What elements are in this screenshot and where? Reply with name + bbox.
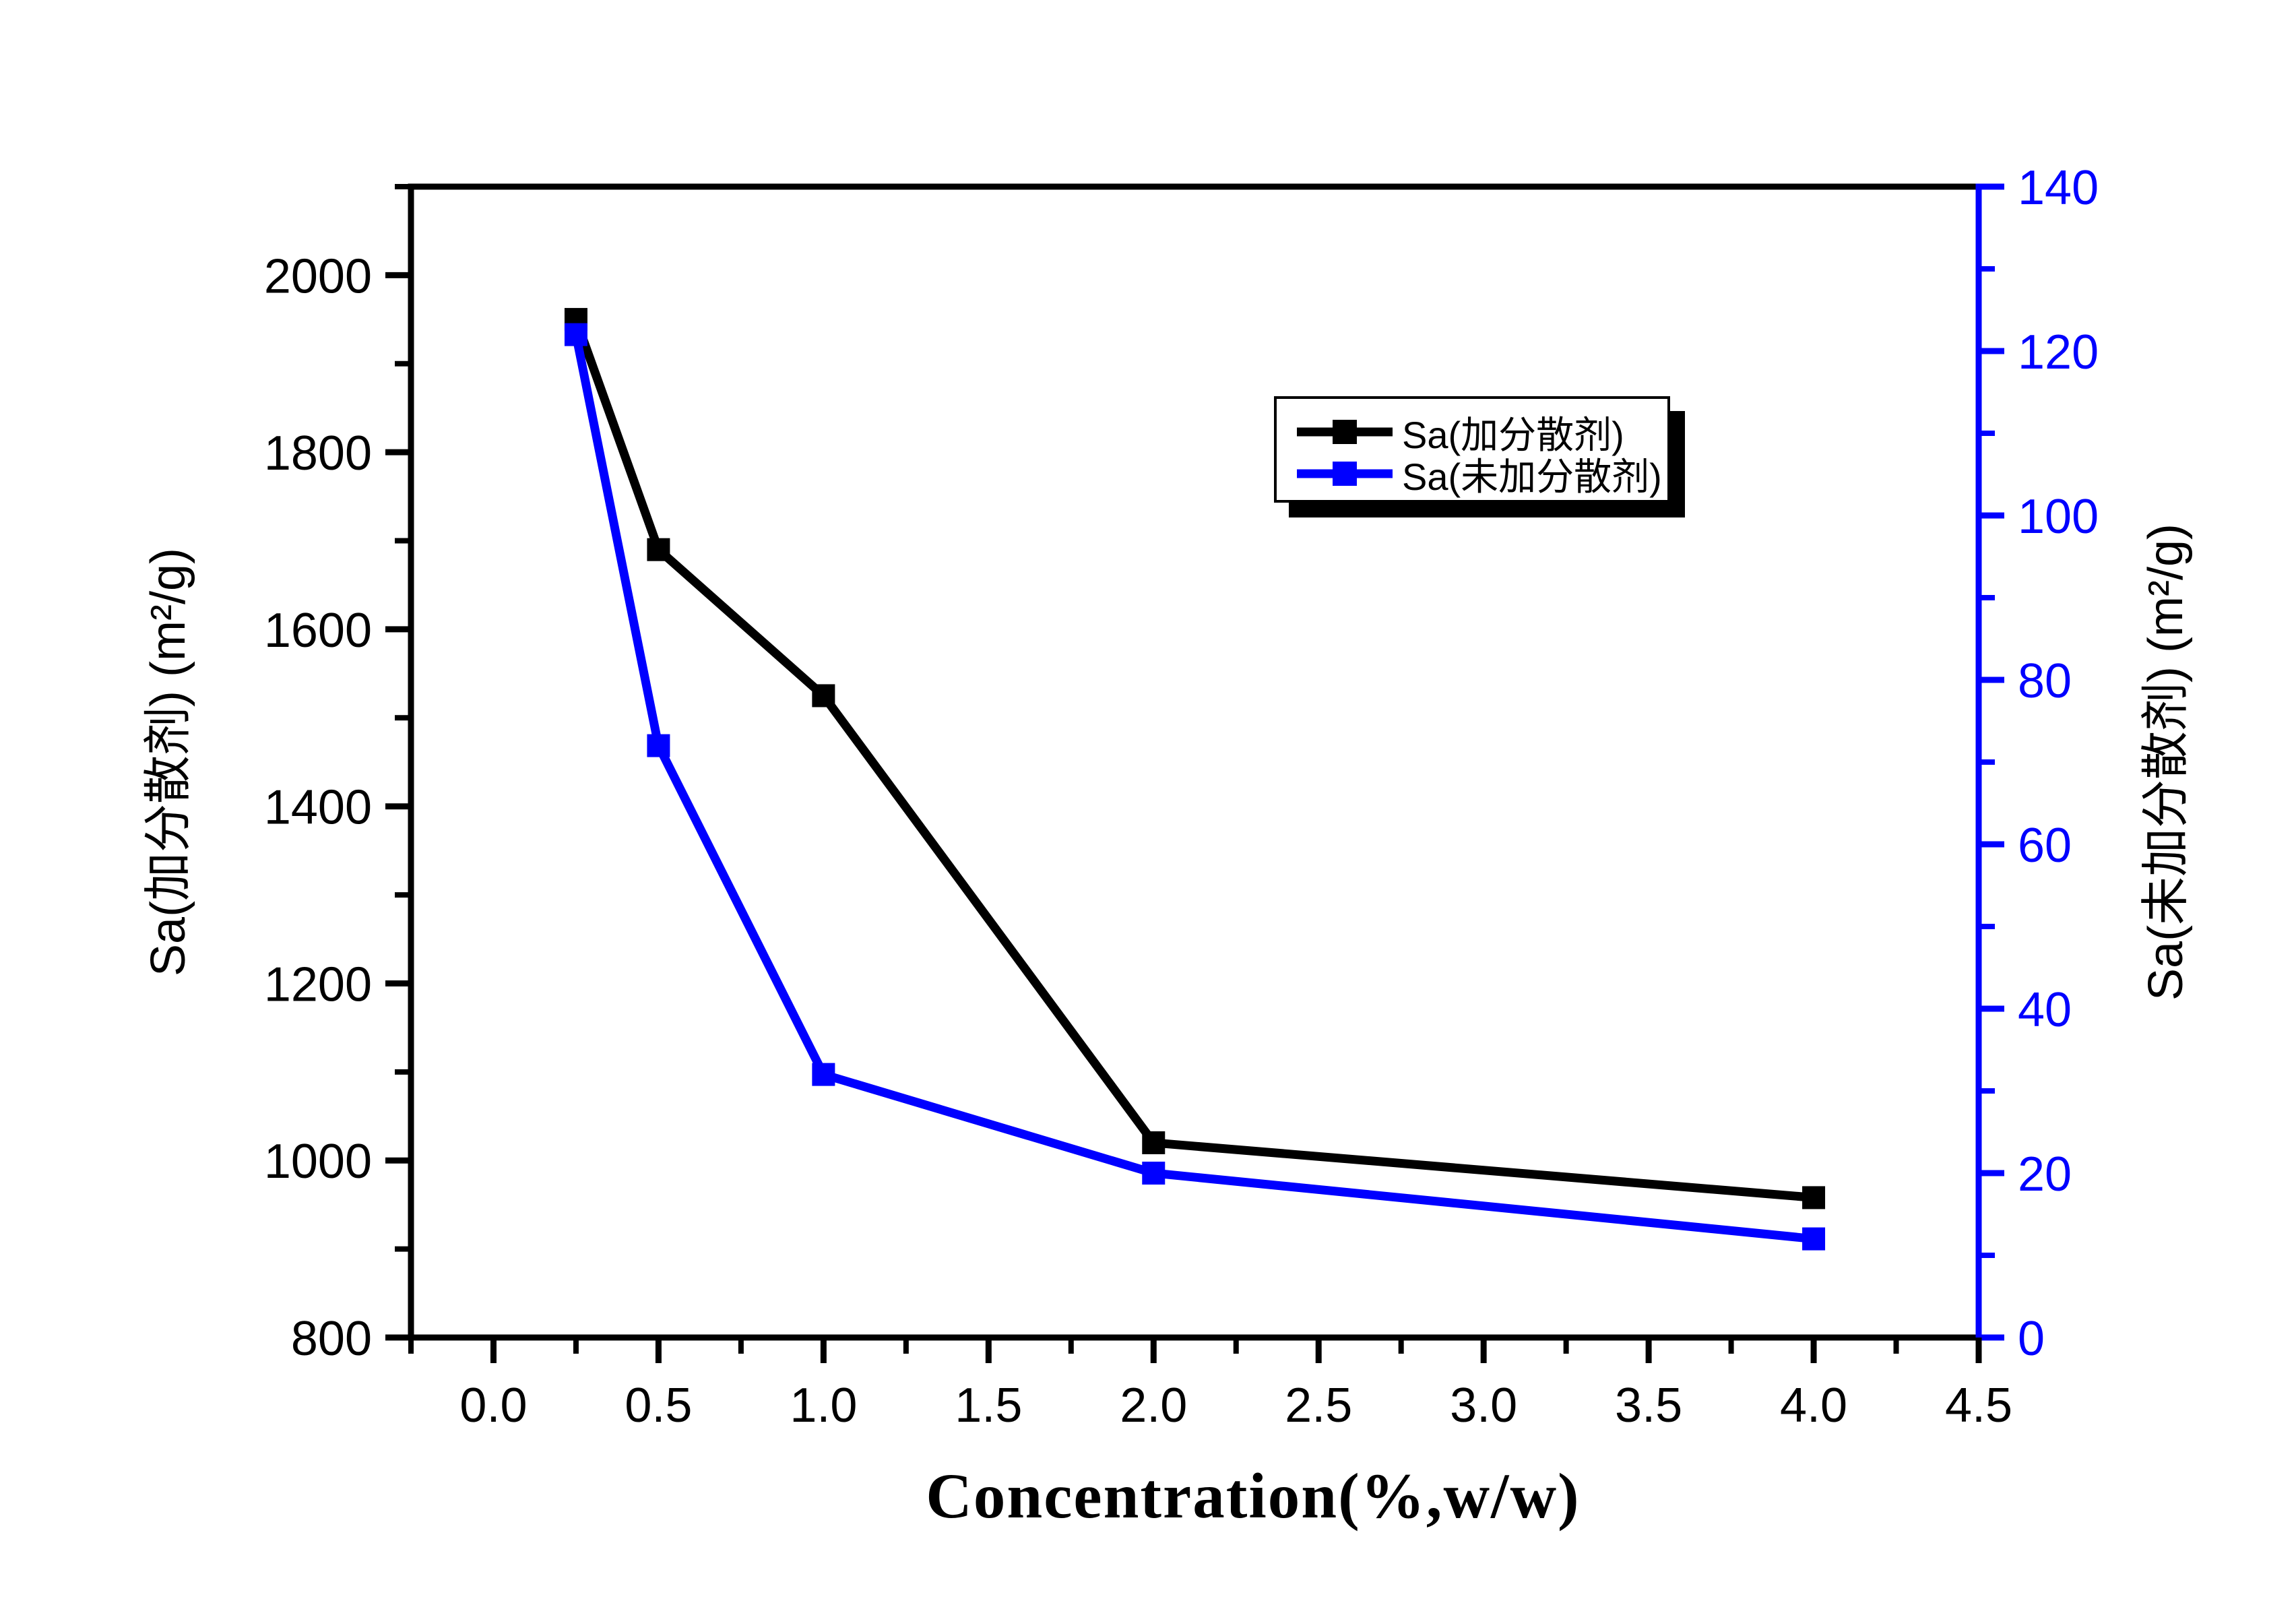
x-tick-label: 2.5 xyxy=(1285,1379,1352,1433)
data-point-marker xyxy=(1142,1131,1166,1154)
series-without-dispersant xyxy=(564,323,1826,1251)
x-tick-label: 0.5 xyxy=(625,1379,692,1433)
x-tick-label: 3.5 xyxy=(1615,1379,1682,1433)
x-axis-title: Concentration(%,w/w) xyxy=(926,1460,1581,1532)
x-tick-label: 4.0 xyxy=(1780,1379,1847,1433)
y-right-tick-label: 120 xyxy=(2018,325,2099,379)
y-right-tick-label: 80 xyxy=(2018,654,2072,708)
legend-square-marker xyxy=(1333,420,1357,444)
legend-marker-blue-square xyxy=(1297,462,1393,486)
y-axis-title-left: Sa(加分散剂) (m²/g) xyxy=(141,548,195,976)
legend-label: Sa(未加分散剂) xyxy=(1402,455,1662,498)
y-axis-left-ticks: 800 1000 1200 1400 1600 1800 2000 xyxy=(264,184,411,1366)
y-axis-right-ticks: 0 20 40 60 80 100 120 140 xyxy=(1979,161,2099,1366)
y-right-tick-label: 100 xyxy=(2018,490,2099,544)
legend-item: Sa(加分散剂) xyxy=(1294,411,1667,456)
data-point-marker xyxy=(564,323,587,346)
data-point-marker xyxy=(1802,1186,1826,1209)
data-point-marker xyxy=(1142,1162,1166,1185)
legend-square-marker xyxy=(1333,462,1357,486)
data-point-marker xyxy=(1802,1227,1826,1251)
y-right-tick-label: 0 xyxy=(2018,1312,2045,1366)
y-left-tick-label: 1600 xyxy=(264,604,372,658)
x-tick-label: 1.0 xyxy=(790,1379,857,1433)
y-right-tick-label: 60 xyxy=(2018,819,2072,873)
x-tick-label: 4.5 xyxy=(1945,1379,2012,1433)
x-tick-label: 0.0 xyxy=(459,1379,527,1433)
x-tick-label: 3.0 xyxy=(1450,1379,1517,1433)
y-left-tick-label: 1000 xyxy=(264,1135,372,1189)
y-left-tick-label: 800 xyxy=(291,1312,372,1366)
legend-item: Sa(未加分散剂) xyxy=(1294,453,1667,498)
data-point-marker xyxy=(647,538,670,561)
x-tick-label: 1.5 xyxy=(955,1379,1022,1433)
x-axis-ticks: 0.0 0.5 1.0 1.5 2.0 2.5 3.0 3.5 4.0 4.5 xyxy=(408,1338,2012,1433)
legend: Sa(加分散剂) Sa(未加分散剂) xyxy=(1274,396,1670,503)
x-tick-label: 2.0 xyxy=(1120,1379,1187,1433)
y-right-tick-label: 20 xyxy=(2018,1148,2072,1201)
y-left-tick-label: 1800 xyxy=(264,427,372,480)
y-axis-title-right: Sa(未加分散剂) (m²/g) xyxy=(2139,524,2193,1001)
y-right-tick-label: 40 xyxy=(2018,983,2072,1037)
series-with-dispersant xyxy=(564,308,1826,1209)
y-right-tick-label: 140 xyxy=(2018,161,2099,215)
y-left-tick-label: 1200 xyxy=(264,957,372,1011)
y-left-tick-label: 2000 xyxy=(264,249,372,303)
legend-marker-black-square xyxy=(1297,420,1393,444)
data-point-marker xyxy=(647,734,670,757)
legend-label: Sa(加分散剂) xyxy=(1402,413,1624,456)
y-left-tick-label: 1400 xyxy=(264,781,372,835)
data-point-marker xyxy=(812,1063,835,1086)
data-point-marker xyxy=(812,684,835,708)
